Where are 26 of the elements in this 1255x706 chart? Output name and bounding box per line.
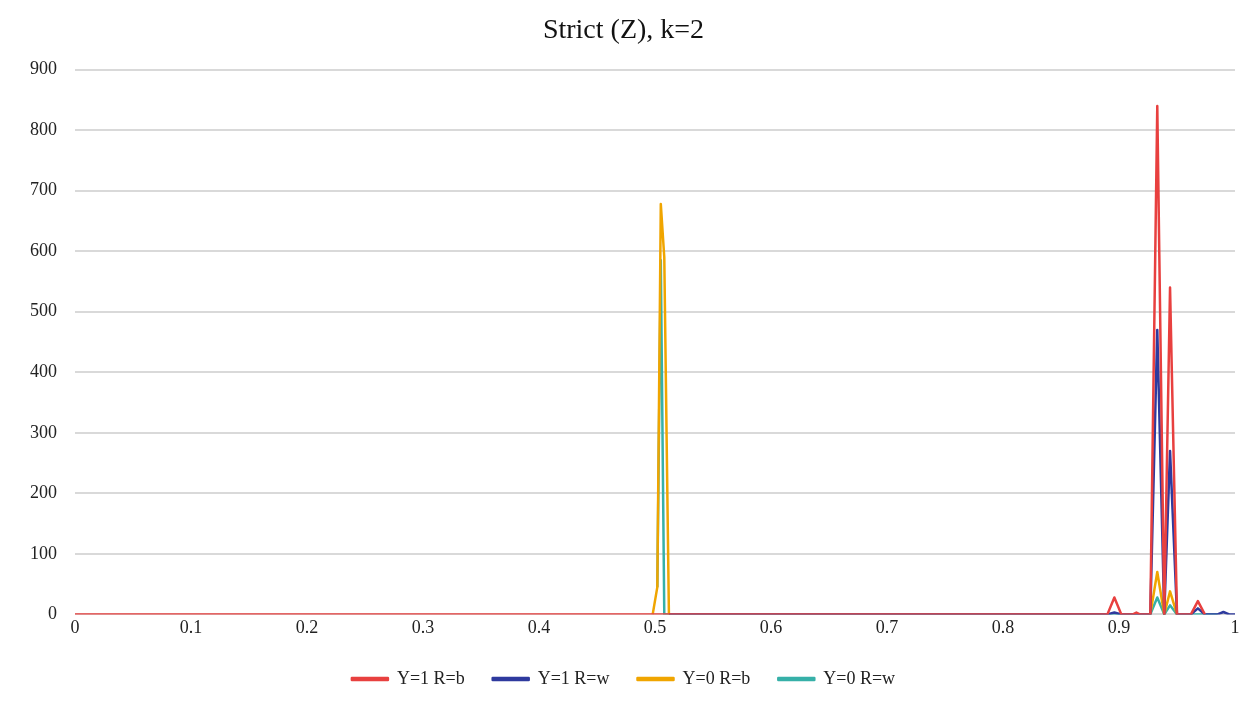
legend-label: Y=1 R=b: [396, 667, 465, 688]
x-tick-label: 0.3: [411, 616, 435, 637]
y-tick-label: 0: [48, 603, 57, 624]
x-tick-label: 0.2: [295, 616, 319, 637]
x-tick-label: 0.9: [1107, 616, 1131, 637]
y-tick-label: 300: [30, 421, 57, 442]
y-tick-label: 900: [30, 58, 57, 79]
legend-label: Y=0 R=b: [682, 667, 751, 688]
legend-label: Y=0 R=w: [823, 667, 896, 688]
x-tick-label: 0: [70, 616, 80, 637]
y-tick-label: 100: [30, 542, 57, 563]
x-tick-label: 0.5: [643, 616, 667, 637]
x-tick-label: 0.7: [875, 616, 899, 637]
y-tick-label: 600: [30, 239, 57, 260]
y-tick-label: 500: [30, 300, 57, 321]
x-tick-label: 0.8: [991, 616, 1015, 637]
y-tick-label: 800: [30, 118, 57, 139]
x-tick-label: 0.4: [527, 616, 551, 637]
legend-label: Y=1 R=w: [537, 667, 610, 688]
y-tick-label: 200: [30, 482, 57, 503]
chart-title: Strict (Z), k=2: [542, 13, 705, 45]
y-tick-label: 400: [30, 361, 57, 381]
y-tick-label: 700: [30, 179, 57, 200]
x-tick-label: 0.1: [179, 616, 203, 637]
x-tick-label: 0.6: [759, 616, 783, 637]
x-tick-label: 1: [1230, 616, 1240, 637]
